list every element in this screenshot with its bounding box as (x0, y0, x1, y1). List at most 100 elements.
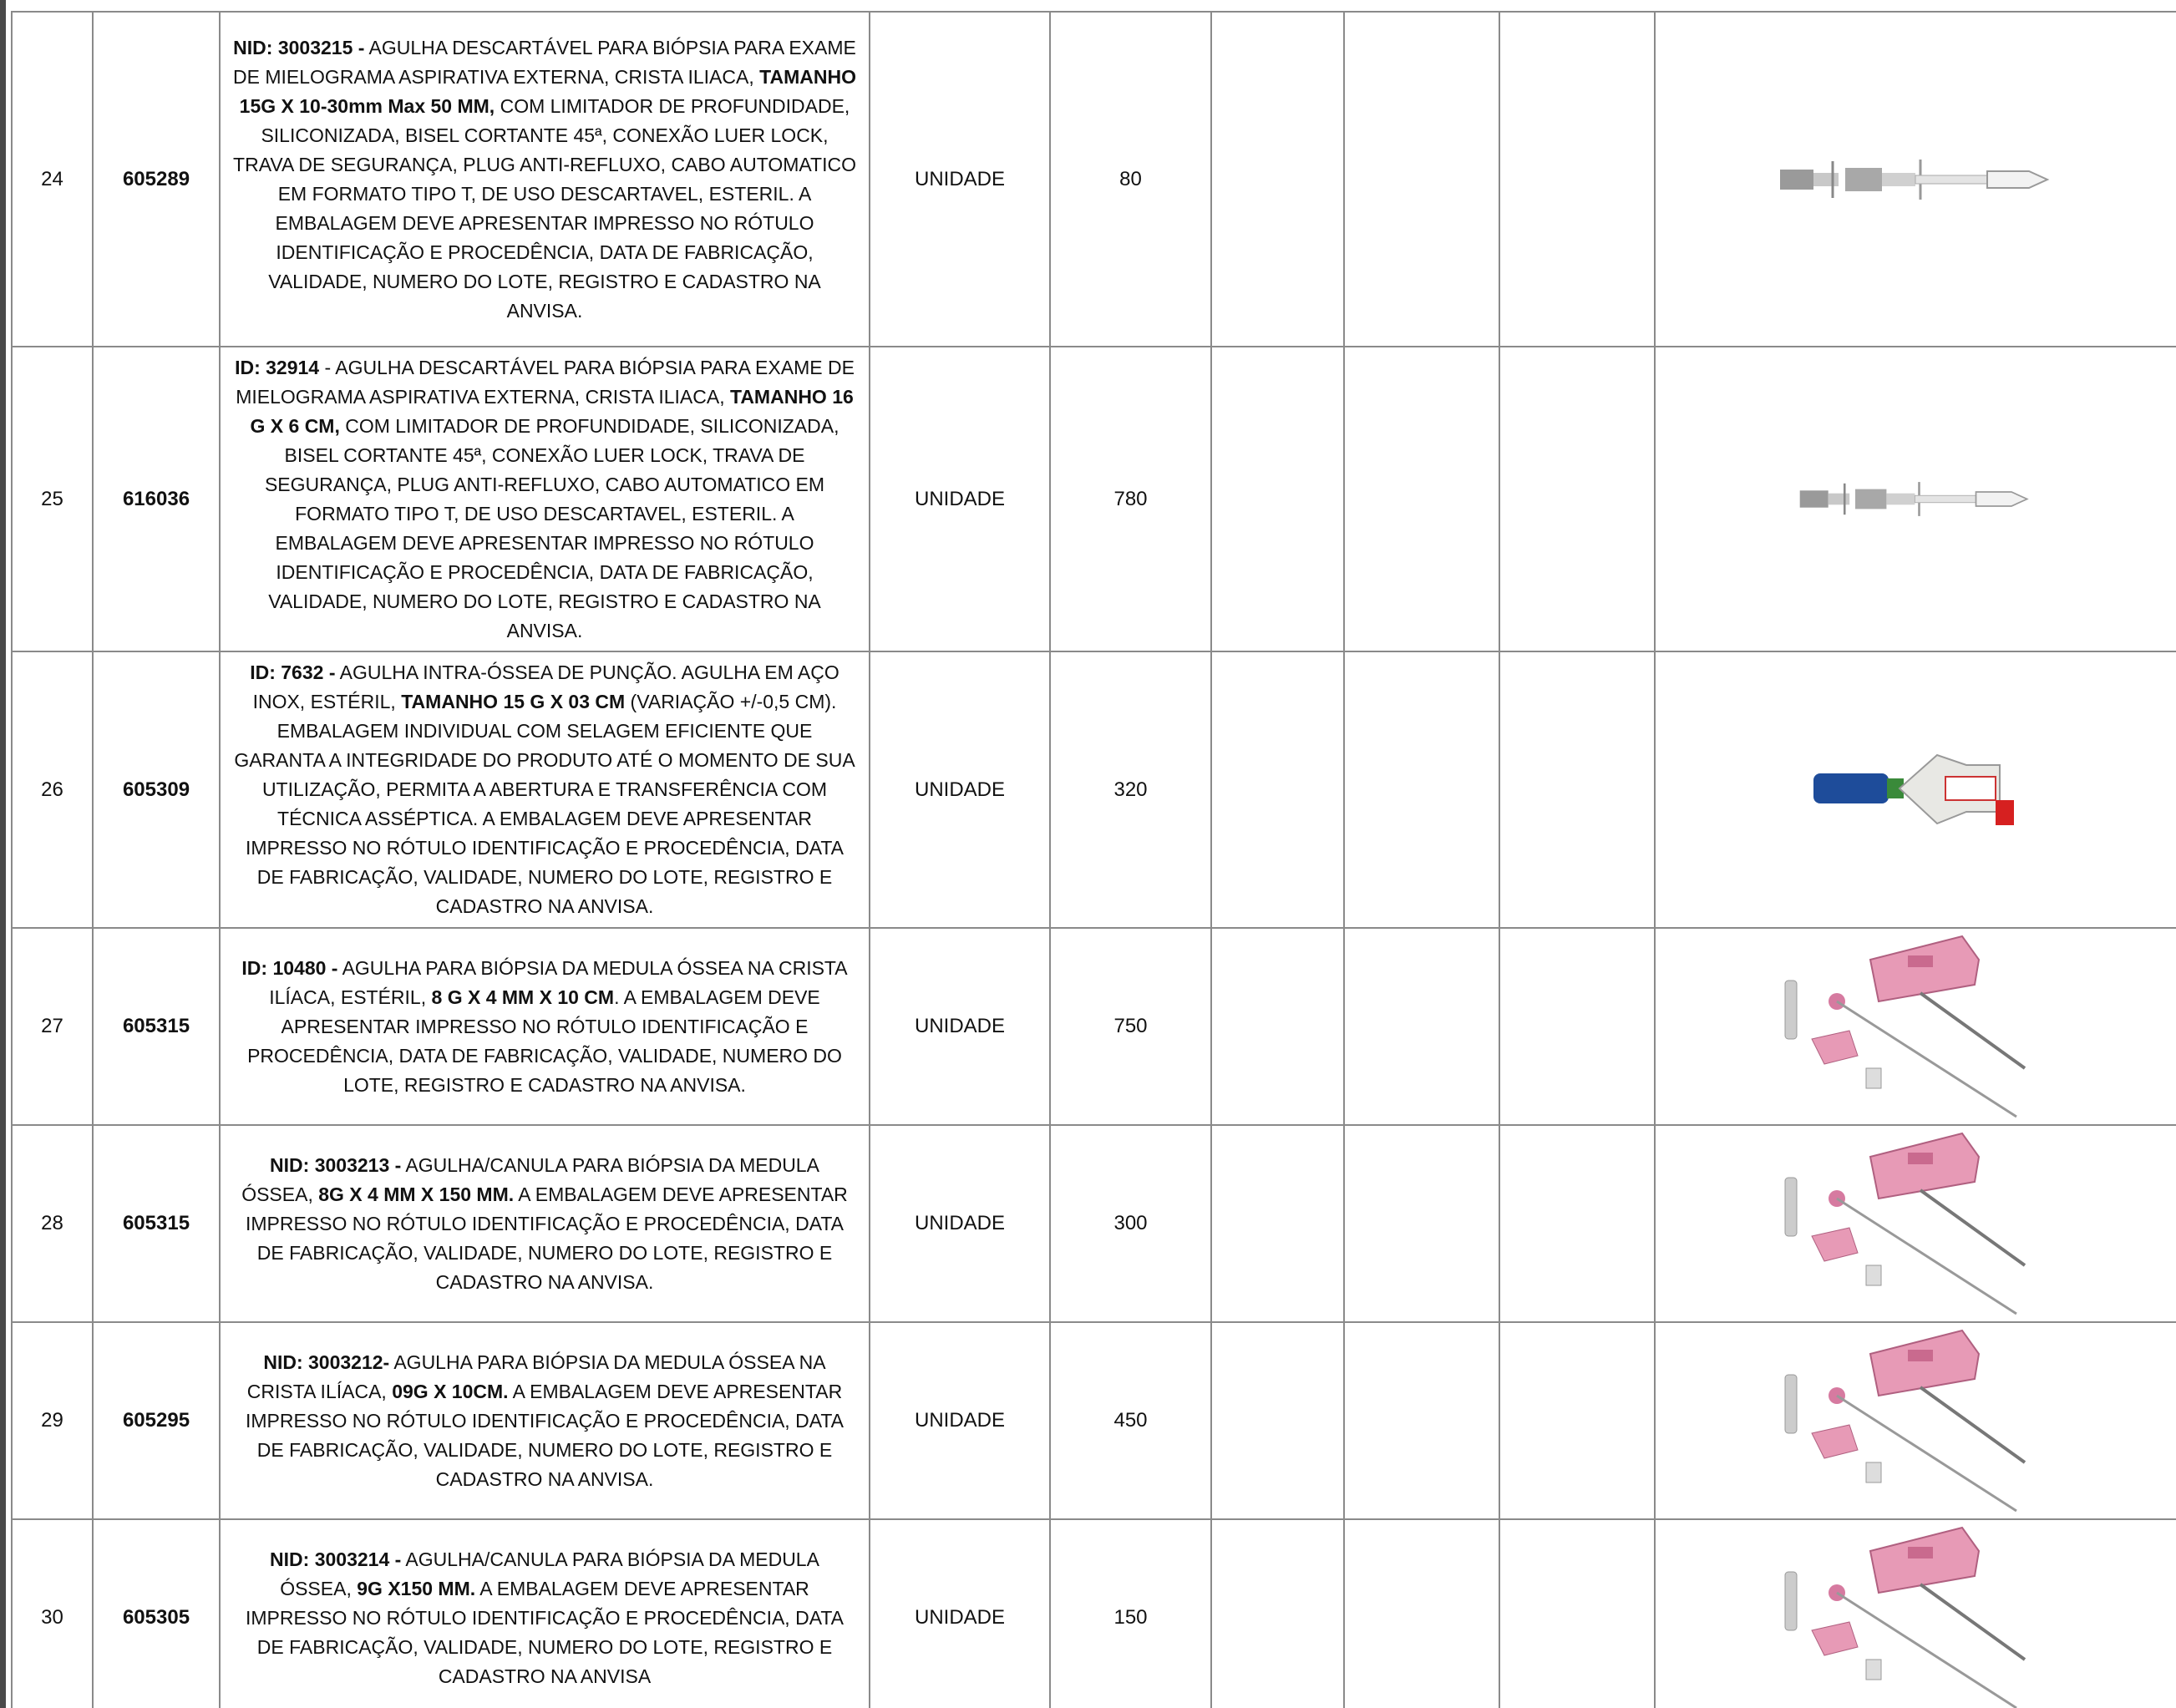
item-code: 605289 (92, 11, 221, 347)
item-unit: UNIDADE (869, 927, 1051, 1126)
empty-cell (1343, 346, 1500, 652)
product-image (1813, 753, 2014, 825)
table-body: 24 605289 NID: 3003215 - AGULHA DESCARTÁVE… (11, 11, 2176, 1708)
table-row: 30 605305 NID: 3003214 - AGULHA/CANULA PAR… (11, 1518, 2176, 1708)
item-quantity: 80 (1049, 11, 1212, 347)
table-row: 25 616036 ID: 32914 - AGULHA DESCARTÁVEL P… (11, 346, 2176, 652)
description-highlight: ID: 32914 (235, 356, 320, 378)
table-row: 24 605289 NID: 3003215 - AGULHA DESCARTÁVE… (11, 11, 2176, 347)
empty-cell (1499, 346, 1656, 652)
image-cell (1654, 1321, 2176, 1520)
product-image (1799, 482, 2030, 516)
empty-cell (1210, 11, 1345, 347)
description-highlight: TAMANHO 16 G X 6 CM, (250, 385, 854, 437)
description-text: AGULHA/CANULA PARA BIÓPSIA DA MEDULA ÓSS… (280, 1548, 819, 1599)
item-quantity: 750 (1049, 927, 1212, 1126)
description-text: COM LIMITADOR DE PROFUNDIDADE, SILICONIZ… (233, 94, 856, 322)
description-highlight: NID: 3003215 - (233, 36, 365, 58)
image-cell (1654, 1124, 2176, 1323)
description-text: COM LIMITADOR DE PROFUNDIDADE, SILICONIZ… (264, 414, 839, 641)
items-table: 24 605289 NID: 3003215 - AGULHA DESCARTÁVE… (11, 11, 2176, 1708)
empty-cell (1499, 11, 1656, 347)
item-description: NID: 3003213 - AGULHA/CANULA PARA BIÓPSI… (219, 1124, 870, 1323)
description-highlight: 8G X 4 MM X 150 MM. (318, 1183, 515, 1205)
description-text: AGULHA/CANULA PARA BIÓPSIA DA MEDULA ÓSS… (241, 1153, 819, 1205)
item-unit: UNIDADE (869, 346, 1051, 652)
product-image (1784, 1329, 2026, 1513)
item-number: 28 (11, 1124, 94, 1323)
empty-cell (1499, 1518, 1656, 1708)
item-unit: UNIDADE (869, 651, 1051, 929)
empty-cell (1210, 1124, 1345, 1323)
empty-cell (1499, 651, 1656, 929)
product-image (1784, 1526, 2026, 1708)
empty-cell (1499, 1124, 1656, 1323)
item-quantity: 150 (1049, 1518, 1212, 1708)
item-code: 605305 (92, 1518, 221, 1708)
empty-cell (1343, 1321, 1500, 1520)
table-row: 29 605295 NID: 3003212- AGULHA PARA BIÓPSI… (11, 1321, 2176, 1520)
empty-cell (1343, 1124, 1500, 1323)
description-highlight: ID: 7632 - (250, 661, 336, 683)
item-quantity: 450 (1049, 1321, 1212, 1520)
item-description: ID: 7632 - AGULHA INTRA-ÓSSEA DE PUNÇÃO.… (219, 651, 870, 929)
item-code: 605315 (92, 1124, 221, 1323)
item-unit: UNIDADE (869, 1518, 1051, 1708)
product-image (1784, 935, 2026, 1118)
item-description: ID: 32914 - AGULHA DESCARTÁVEL PARA BIÓP… (219, 346, 870, 652)
item-unit: UNIDADE (869, 1124, 1051, 1323)
item-code: 605315 (92, 927, 221, 1126)
product-image (1784, 1132, 2026, 1315)
item-quantity: 300 (1049, 1124, 1212, 1323)
empty-cell (1499, 927, 1656, 1126)
image-cell (1654, 11, 2176, 347)
image-cell (1654, 1518, 2176, 1708)
description-highlight: ID: 10480 - (241, 956, 338, 979)
description-text: AGULHA INTRA-ÓSSEA DE PUNÇÃO. AGULHA EM … (252, 661, 839, 712)
empty-cell (1210, 1321, 1345, 1520)
item-description: NID: 3003214 - AGULHA/CANULA PARA BIÓPSI… (219, 1518, 870, 1708)
image-cell (1654, 651, 2176, 929)
description-highlight: 09G X 10CM. (392, 1380, 509, 1402)
item-quantity: 780 (1049, 346, 1212, 652)
item-code: 616036 (92, 346, 221, 652)
item-number: 27 (11, 927, 94, 1126)
description-text: AGULHA PARA BIÓPSIA DA MEDULA ÓSSEA NA C… (269, 956, 848, 1008)
item-number: 25 (11, 346, 94, 652)
description-text: AGULHA DESCARTÁVEL PARA BIÓPSIA PARA EXA… (233, 36, 856, 88)
empty-cell (1210, 1518, 1345, 1708)
item-quantity: 320 (1049, 651, 1212, 929)
page-edge (0, 0, 6, 1708)
item-code: 605295 (92, 1321, 221, 1520)
table-row: 26 605309 ID: 7632 - AGULHA INTRA-ÓSSEA DE… (11, 651, 2176, 929)
empty-cell (1210, 346, 1345, 652)
item-number: 26 (11, 651, 94, 929)
item-description: NID: 3003215 - AGULHA DESCARTÁVEL PARA B… (219, 11, 870, 347)
item-number: 29 (11, 1321, 94, 1520)
empty-cell (1343, 927, 1500, 1126)
item-code: 605309 (92, 651, 221, 929)
description-highlight: 8 G X 4 MM X 10 CM (431, 986, 615, 1008)
description-highlight: TAMANHO 15G X 10-30mm Max 50 MM, (239, 65, 856, 117)
description-text: (VARIAÇÃO +/-0,5 CM). EMBALAGEM INDIVIDU… (234, 691, 855, 917)
description-highlight: NID: 3003212- (263, 1351, 390, 1373)
product-image (1779, 159, 2049, 200)
item-description: ID: 10480 - AGULHA PARA BIÓPSIA DA MEDUL… (219, 927, 870, 1126)
table-row: 27 605315 ID: 10480 - AGULHA PARA BIÓPSIA … (11, 927, 2176, 1126)
description-highlight: NID: 3003213 - (270, 1153, 402, 1176)
item-number: 24 (11, 11, 94, 347)
empty-cell (1343, 11, 1500, 347)
image-cell (1654, 346, 2176, 652)
item-number: 30 (11, 1518, 94, 1708)
empty-cell (1343, 1518, 1500, 1708)
description-text: A EMBALAGEM DEVE APRESENTAR IMPRESSO NO … (245, 1577, 845, 1687)
empty-cell (1210, 651, 1345, 929)
item-unit: UNIDADE (869, 11, 1051, 347)
item-unit: UNIDADE (869, 1321, 1051, 1520)
description-text: - AGULHA DESCARTÁVEL PARA BIÓPSIA PARA E… (236, 356, 855, 408)
description-text: A EMBALAGEM DEVE APRESENTAR IMPRESSO NO … (245, 1380, 845, 1490)
description-highlight: TAMANHO 15 G X 03 CM (401, 691, 626, 712)
image-cell (1654, 927, 2176, 1126)
description-text: A EMBALAGEM DEVE APRESENTAR IMPRESSO NO … (245, 1183, 848, 1293)
